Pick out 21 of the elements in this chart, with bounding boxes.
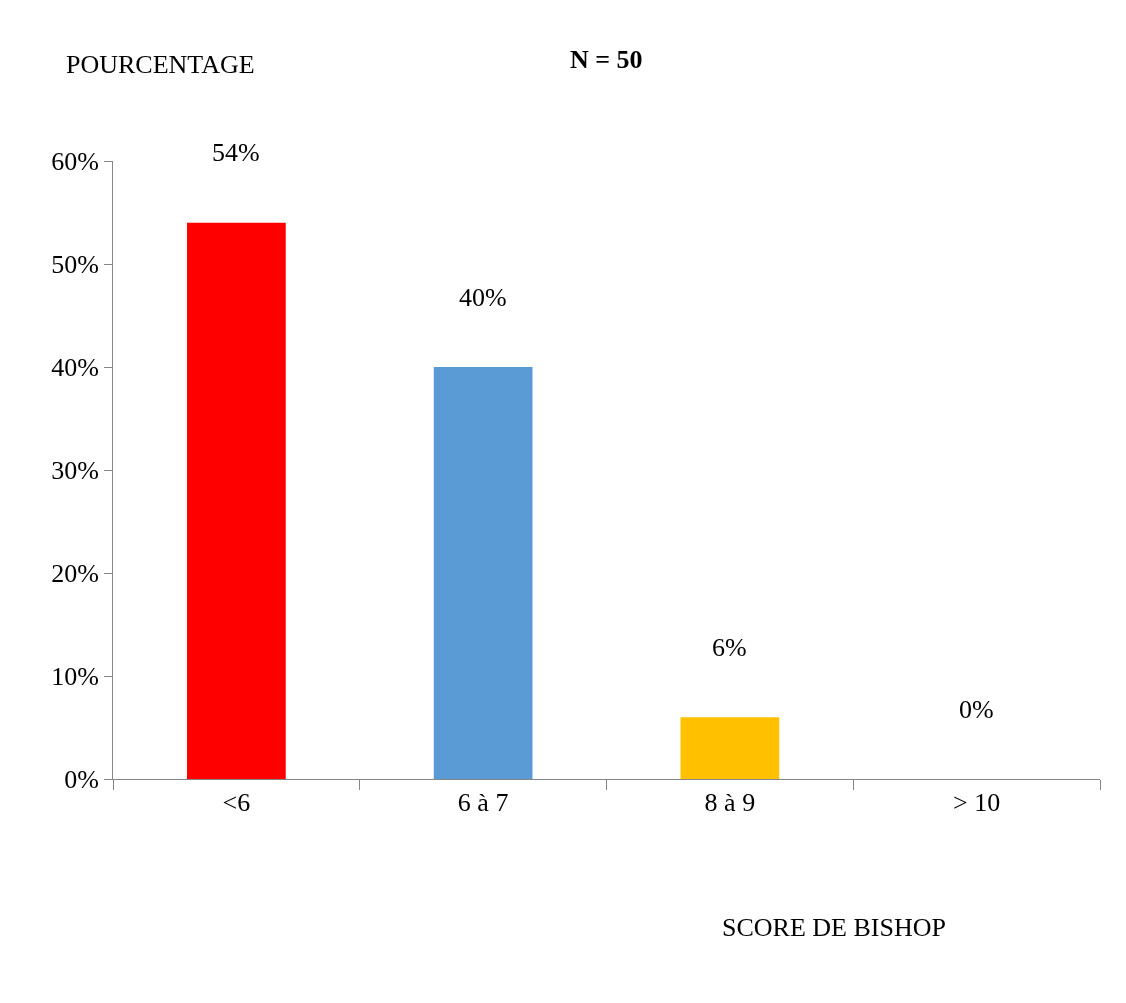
x-axis-title: SCORE DE BISHOP bbox=[722, 913, 946, 942]
y-tick-label: 50% bbox=[51, 250, 99, 280]
x-tick-label: > 10 bbox=[953, 788, 1001, 818]
chart-title: N = 50 bbox=[570, 45, 643, 74]
y-axis-title: POURCENTAGE bbox=[66, 50, 255, 79]
y-tick-label: 20% bbox=[51, 559, 99, 589]
y-tick-label: 0% bbox=[64, 765, 99, 795]
bar bbox=[680, 717, 780, 779]
data-label: 40% bbox=[459, 283, 507, 312]
y-tick-label: 40% bbox=[51, 353, 99, 383]
bar bbox=[187, 222, 286, 779]
data-label: 6% bbox=[712, 633, 747, 662]
x-tick-label: <6 bbox=[222, 788, 251, 818]
y-tick-label: 10% bbox=[51, 662, 99, 692]
y-tick-label: 60% bbox=[51, 147, 99, 177]
x-tick-label: 8 à 9 bbox=[704, 788, 756, 818]
data-label: 0% bbox=[959, 695, 994, 724]
x-tick-label: 6 à 7 bbox=[457, 788, 509, 818]
bar bbox=[433, 367, 533, 779]
data-label: 54% bbox=[212, 138, 260, 167]
y-tick-label: 30% bbox=[51, 456, 99, 486]
